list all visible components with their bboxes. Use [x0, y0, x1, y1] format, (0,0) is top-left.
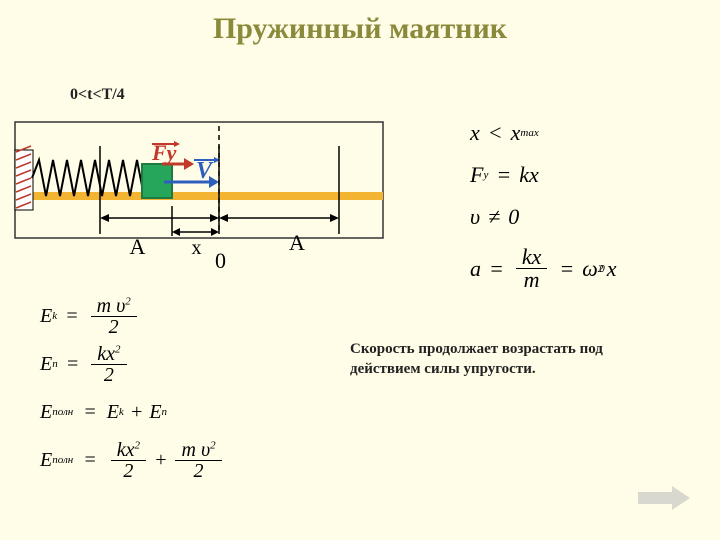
total-energy-sum-eq: Eполн = Ek + Eп — [40, 388, 226, 436]
force-equation: Fу = kx — [470, 162, 617, 188]
svg-text:0: 0 — [215, 248, 226, 270]
total-energy-expanded-eq: Eполн = kx22 + m υ22 — [40, 436, 226, 484]
energy-equations: Ek = m υ22 Eп = kx22 Eполн = Ek + Eп Eпо… — [40, 292, 226, 484]
potential-energy-eq: Eп = kx22 — [40, 340, 226, 388]
description-text: Скорость продолжает возрастать под дейст… — [350, 340, 670, 379]
svg-text:x: x — [192, 237, 202, 259]
acceleration-equation: a = kxm = ω20x — [470, 246, 617, 291]
motion-equations: x < xmax Fу = kx υ ≠ 0 a = kxm = ω20x — [470, 120, 617, 307]
position-inequality: x < xmax — [470, 120, 617, 146]
spring-pendulum-diagram: Fу V A Ax0 — [14, 106, 384, 270]
next-arrow-icon[interactable] — [636, 484, 692, 512]
time-range-label: 0<t<T/4 — [70, 86, 125, 104]
svg-text:A: A — [130, 234, 146, 259]
kinetic-energy-eq: Ek = m υ22 — [40, 292, 226, 340]
velocity-nonzero: υ ≠ 0 — [470, 204, 617, 230]
page-title: Пружинный маятник — [0, 0, 720, 46]
svg-text:Fу: Fу — [151, 140, 177, 165]
svg-text:A: A — [289, 230, 305, 255]
svg-text:V: V — [196, 158, 214, 184]
